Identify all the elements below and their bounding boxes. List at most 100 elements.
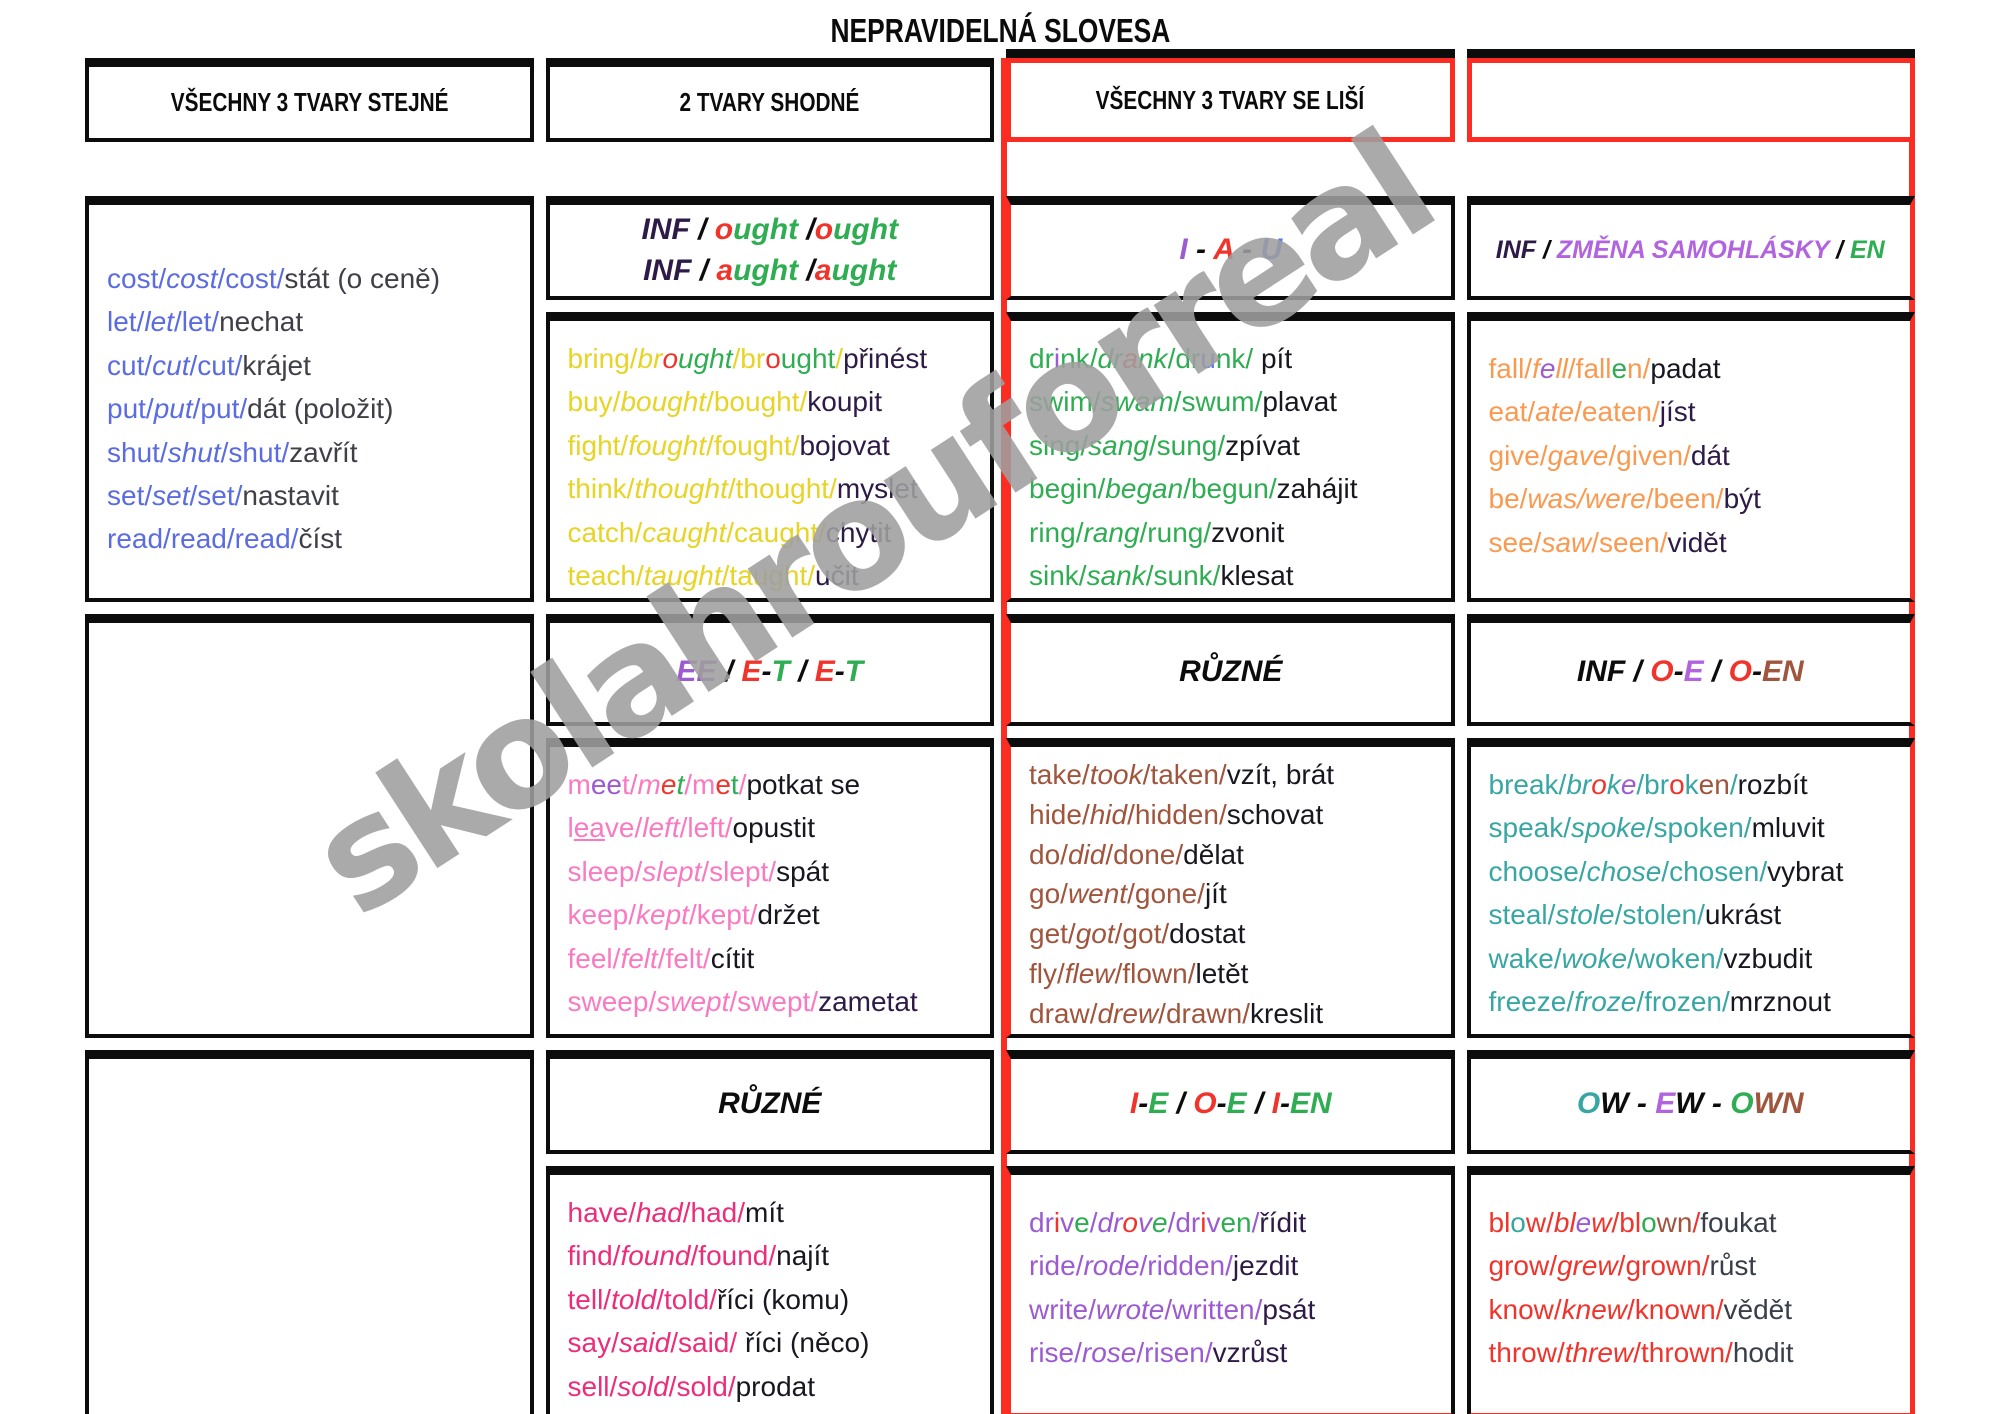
verb-line: bring/brought/brought/přinést <box>568 337 991 380</box>
verb-segment: found <box>620 1240 691 1272</box>
verb-segment: nk/ <box>1060 343 1098 374</box>
verb-segment: ring/ <box>1029 516 1084 548</box>
verb-segment: mrznout <box>1729 985 1831 1017</box>
verb-segment: koupit <box>807 386 882 418</box>
verb-segment: said <box>618 1327 671 1359</box>
verb-segment: ride/ <box>1029 1250 1084 1282</box>
verb-segment: feel/ <box>567 942 621 974</box>
verb-segment: / <box>806 253 815 287</box>
verb-line: sing/sang/sung/zpívat <box>1029 424 1451 467</box>
verb-segment: /dr <box>1167 1207 1201 1238</box>
verb-segment: w/ <box>1525 1207 1554 1238</box>
verb-segment: /bl <box>1611 1207 1642 1238</box>
verb-segment: EN <box>1761 655 1804 689</box>
red-frame-line-right <box>1909 58 1915 1414</box>
verb-segment: dostat <box>1169 918 1246 949</box>
verb-segment: ZMĚNA SAMOHLÁSKY <box>1556 235 1830 264</box>
verb-segment: nastavit <box>242 479 339 511</box>
verb-segment: vědět <box>1723 1293 1793 1325</box>
verb-segment: i <box>1053 1207 1061 1238</box>
verb-segment: potkat se <box>746 769 861 800</box>
verb-line: fly/flew/flown/letět <box>1029 954 1451 994</box>
verb-segment: vzrůst <box>1212 1337 1288 1369</box>
verb-segment: / <box>1625 655 1651 689</box>
verb-segment: e <box>1074 1207 1090 1238</box>
verb-segment: - <box>1216 1087 1227 1121</box>
verb-line: rise/rose/risen/vzrůst <box>1029 1331 1451 1374</box>
verb-segment: /ridden/ <box>1139 1250 1233 1282</box>
verb-segment: k <box>1684 769 1699 800</box>
verb-segment: E <box>1683 655 1704 689</box>
verb-segment: růst <box>1709 1250 1757 1282</box>
verb-segment: /known/ <box>1627 1293 1724 1325</box>
verb-segment: dělat <box>1183 838 1244 870</box>
verb-segment: ught <box>733 213 807 246</box>
verb-segment: woke <box>1561 942 1628 974</box>
pattern-line: EE / E-T / E-T <box>676 652 863 693</box>
verb-segment: eat/ <box>1488 396 1536 428</box>
verb-segment: tell/ <box>567 1283 612 1315</box>
verb-segment: ught <box>831 253 897 287</box>
verb-segment: EE <box>676 655 717 689</box>
verb-line: make/made/made/dělat <box>568 1408 991 1414</box>
verb-segment: / <box>1692 1207 1701 1238</box>
verb-segment: A <box>1213 233 1234 267</box>
verb-segment: sell/ <box>567 1370 618 1402</box>
verb-line: ring/rang/rung/zvonit <box>1029 511 1451 554</box>
verb-segment: O <box>1576 1087 1601 1121</box>
verb-segment: go/ <box>1029 878 1068 910</box>
verb-segment: dr <box>1097 343 1123 374</box>
verb-segment: /fought/ <box>706 429 800 461</box>
verb-segment: E <box>1226 1087 1247 1121</box>
verb-segment: left <box>642 812 680 844</box>
verb-segment: /taken/ <box>1142 759 1227 790</box>
verb-segment: - <box>1138 1087 1149 1121</box>
verb-segment: spoke <box>1571 812 1646 844</box>
verb-segment: stole <box>1555 899 1615 931</box>
verb-segment: /written/ <box>1164 1293 1263 1325</box>
verb-segment: sink/ <box>1029 559 1087 591</box>
verb-segment: shut <box>167 436 221 468</box>
verb-segment: držet <box>757 899 820 931</box>
verb-segment: /eaten/ <box>1574 396 1660 428</box>
verb-segment: /shut/ <box>220 436 290 468</box>
verb-segment: / <box>716 655 742 689</box>
verb-segment: dát (položit) <box>247 393 394 425</box>
verb-segment: thought <box>634 473 728 505</box>
pattern-line: RŮZNÉ <box>1179 652 1282 693</box>
verb-segment: nechat <box>219 306 304 338</box>
verb-segment: o <box>1669 769 1685 800</box>
pattern-header-ruzne-middle: RŮZNÉ <box>1006 614 1455 726</box>
verb-segment: sweep/ <box>567 985 657 1017</box>
verb-segment: dát <box>1690 439 1730 471</box>
verb-segment: /br <box>1636 769 1670 800</box>
verb-segment: flew <box>1064 957 1115 989</box>
verb-segment: mluvit <box>1751 812 1825 844</box>
verb-segment: write/ <box>1029 1293 1096 1325</box>
verb-segment: went <box>1067 878 1128 910</box>
verb-segment: take/ <box>1029 759 1090 790</box>
verb-line: meet/met/met/potkat se <box>568 763 991 806</box>
verb-line: write/wrote/written/psát <box>1029 1288 1451 1331</box>
verb-segment: sleep/ <box>567 855 643 887</box>
verb-segment: was/were <box>1527 483 1646 515</box>
verb-segment: /m <box>684 769 716 800</box>
verb-segment: říci (komu) <box>716 1283 850 1315</box>
verb-segment: EN <box>1849 235 1885 264</box>
pattern-line: RŮZNÉ <box>718 1084 821 1125</box>
verb-segment: have/ <box>567 1197 637 1228</box>
verb-line: sell/sold/sold/prodat <box>568 1365 991 1408</box>
verb-segment: /done/ <box>1105 838 1184 870</box>
pattern-header-ruzne-bottom: RŮZNÉ <box>545 1050 994 1154</box>
verb-segment: /felt/ <box>657 942 711 974</box>
verb-segment: drew <box>1097 997 1159 1029</box>
verb-segment: o <box>714 213 734 246</box>
pattern-header-i-a-u: I - A - U <box>1006 196 1455 300</box>
verb-segment: / <box>1251 1207 1260 1238</box>
verb-segment: /fall <box>1567 353 1612 384</box>
verb-segment: kept <box>636 899 689 931</box>
verb-segment: /hidden/ <box>1127 798 1227 830</box>
verb-segment: schovat <box>1226 798 1324 830</box>
verb-segment: nk/ <box>1215 343 1261 374</box>
